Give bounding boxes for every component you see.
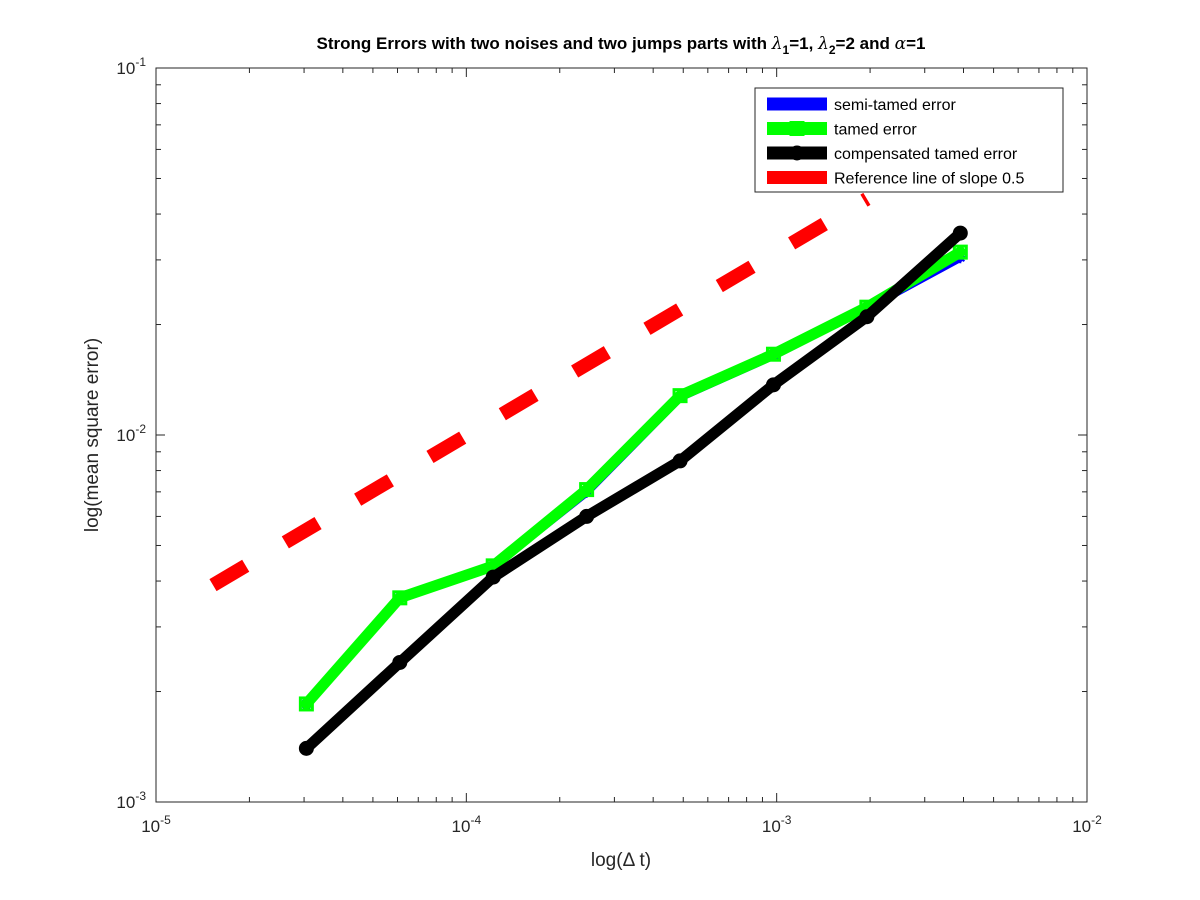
data-point-circle: [298, 740, 314, 756]
x-tick-label: 10-3: [762, 813, 792, 836]
data-point-square: [789, 121, 805, 136]
legend: semi-tamed error tamed error compensated t…: [754, 87, 1064, 193]
legend-entry-compensated-tamed-error: compensated tamed error: [767, 145, 1018, 163]
data-point-circle: [485, 569, 501, 585]
legend-label: tamed error: [834, 122, 917, 139]
chart-title: Strong Errors with two noises and two ju…: [317, 34, 926, 57]
y-axis-label: log(mean square error): [82, 338, 103, 532]
x-tick-label: 10-2: [1072, 813, 1102, 836]
series-line-compensated-tamed-error: [300, 227, 966, 754]
x-tick-label: 10-5: [141, 813, 171, 836]
data-point-circle: [672, 453, 688, 469]
x-axis-label: log(Δ t): [591, 850, 651, 871]
legend-entry-tamed-error: tamed error: [767, 121, 917, 139]
legend-label: Reference line of slope 0.5: [834, 171, 1024, 188]
data-point-star: [792, 99, 802, 109]
data-point-circle: [579, 508, 595, 524]
series-tamed-error: [298, 244, 968, 712]
legend-entry-reference-line-of-slope-0-5: Reference line of slope 0.5: [767, 171, 1024, 188]
y-tick-label: 10-2: [116, 422, 146, 445]
data-point-square: [392, 590, 408, 606]
legend-entry-semi-tamed-error: semi-tamed error: [767, 97, 956, 114]
axis-ticks: 10-5 10-4 10-3 10-2 10-3 10-2 10-1: [116, 55, 1102, 836]
data-point-square: [952, 244, 968, 260]
data-point-circle: [789, 145, 805, 161]
data-point-square: [298, 696, 314, 712]
data-point-circle: [392, 654, 408, 670]
legend-label: semi-tamed error: [834, 97, 956, 114]
data-point-circle: [952, 225, 968, 241]
y-tick-label: 10-1: [116, 55, 146, 78]
data-point-square: [765, 346, 781, 362]
series-line-tamed-error: [300, 246, 966, 710]
data-point-square: [672, 388, 688, 404]
data-point-square: [579, 482, 595, 498]
series-compensated-tamed-error: [298, 225, 968, 756]
y-tick-label: 10-3: [116, 789, 146, 812]
series-layer: [209, 192, 968, 756]
data-point-circle: [859, 309, 875, 325]
legend-label: compensated tamed error: [834, 146, 1018, 163]
x-tick-label: 10-4: [452, 813, 482, 836]
data-point-circle: [765, 377, 781, 393]
